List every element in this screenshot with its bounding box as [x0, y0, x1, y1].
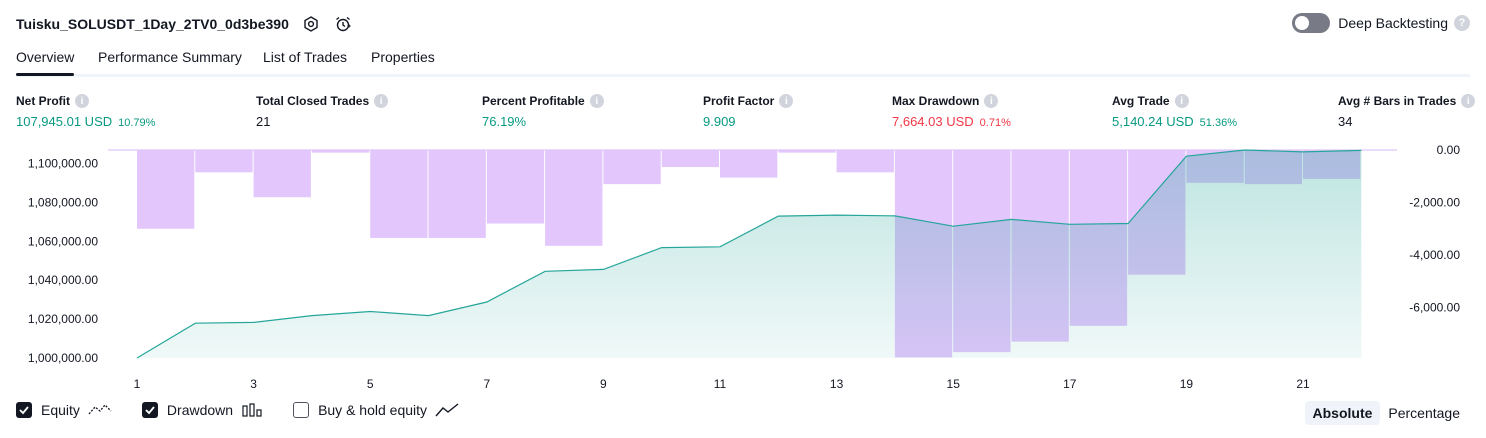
tab-performance-summary[interactable]: Performance Summary: [98, 49, 242, 65]
drawdown-bar: [778, 150, 836, 153]
toggle-knob: [1295, 16, 1310, 30]
drawdown-bar: [370, 150, 428, 238]
metric-max-drawdown: Max Drawdown i 7,664.03 USD 0.71%: [892, 94, 1011, 129]
metric-net-profit: Net Profit i 107,945.01 USD 10.79%: [16, 94, 155, 129]
left-axis-tick-label: 1,080,000.00: [28, 195, 98, 209]
x-axis-tick-label: 5: [367, 377, 374, 391]
report-tabs: Overview Performance Summary List of Tra…: [16, 44, 1470, 77]
info-icon[interactable]: i: [374, 94, 389, 108]
x-axis-tick-label: 17: [1063, 377, 1077, 391]
drawdown-bar: [311, 150, 370, 153]
equity-line-icon: [88, 402, 112, 418]
drawdown-bar: [661, 150, 719, 168]
metric-value: 34: [1338, 114, 1353, 129]
metric-label: Avg Trade: [1112, 94, 1170, 108]
x-axis-tick-label: 1: [134, 377, 141, 391]
x-axis-tick-label: 13: [830, 377, 844, 391]
metric-profit-factor: Profit Factor i 9.909: [703, 94, 794, 129]
metric-total-closed-trades: Total Closed Trades i 21: [256, 94, 389, 129]
checkbox-unchecked-icon[interactable]: [293, 402, 310, 418]
drawdown-bar: [253, 150, 311, 198]
metric-label: Max Drawdown: [892, 94, 980, 108]
metric-subvalue: 10.79%: [118, 117, 156, 129]
metric-value: 7,664.03 USD: [892, 114, 974, 129]
x-axis-tick-label: 7: [483, 377, 490, 391]
drawdown-bars-icon: [241, 402, 263, 418]
drawdown-bar: [545, 150, 603, 246]
metric-label: Profit Factor: [703, 94, 775, 108]
equity-drawdown-chart[interactable]: 1,100,000.00 1,080,000.00 1,060,000.00 1,04…: [0, 140, 1486, 395]
x-axis-tick-label: 9: [600, 377, 607, 391]
right-axis-tick-label: -4,000.00: [1409, 248, 1460, 262]
strategy-title: Tuisku_SOLUSDT_1Day_2TV0_0d3be390: [16, 16, 289, 32]
drawdown-bar: [603, 150, 661, 185]
info-icon[interactable]: i: [1461, 94, 1476, 108]
chart-legend: Equity Drawdown Buy & hold equity: [16, 402, 489, 418]
left-axis-tick-label: 1,040,000.00: [28, 273, 98, 287]
equity-area: [137, 150, 1362, 358]
deep-backtesting-label: Deep Backtesting: [1338, 15, 1448, 31]
metric-label: Avg # Bars in Trades: [1338, 94, 1457, 108]
legend-drawdown[interactable]: Drawdown: [141, 402, 263, 418]
metric-value: 21: [256, 114, 271, 129]
drawdown-bar: [428, 150, 486, 238]
tab-list-of-trades[interactable]: List of Trades: [263, 49, 348, 65]
legend-label: Equity: [41, 402, 80, 418]
info-icon[interactable]: i: [779, 94, 794, 108]
metric-value: 5,140.24 USD: [1112, 114, 1194, 129]
x-axis-tick-label: 11: [714, 377, 727, 391]
x-axis-tick-label: 15: [947, 377, 961, 391]
metric-label: Percent Profitable: [482, 94, 585, 108]
mode-absolute-button[interactable]: Absolute: [1304, 401, 1381, 425]
info-icon[interactable]: i: [984, 94, 999, 108]
tab-overview[interactable]: Overview: [16, 49, 75, 76]
drawdown-bar: [836, 150, 894, 173]
left-axis-tick-label: 1,000,000.00: [28, 351, 98, 365]
legend-buy-hold-equity[interactable]: Buy & hold equity: [293, 402, 459, 418]
alarm-clock-icon[interactable]: [333, 14, 353, 34]
drawdown-bar: [486, 150, 545, 224]
info-icon[interactable]: i: [589, 94, 604, 108]
metric-label: Net Profit: [16, 94, 70, 108]
drawdown-bar: [195, 150, 253, 173]
right-axis-tick-label: 0.00: [1437, 143, 1461, 157]
question-icon[interactable]: ?: [1454, 15, 1470, 31]
mode-percentage-button[interactable]: Percentage: [1388, 405, 1460, 421]
x-axis-tick-label: 19: [1180, 377, 1194, 391]
drawdown-bar: [720, 150, 778, 178]
left-axis-tick-label: 1,020,000.00: [28, 312, 98, 326]
checkbox-checked-icon[interactable]: [16, 402, 32, 418]
checkbox-checked-icon[interactable]: [141, 402, 158, 418]
metric-avg-bars-in-trades: Avg # Bars in Trades i 34: [1338, 94, 1476, 129]
report-header: Tuisku_SOLUSDT_1Day_2TV0_0d3be390: [16, 10, 353, 38]
x-axis-tick-label: 21: [1296, 377, 1310, 391]
metric-label: Total Closed Trades: [256, 94, 370, 108]
x-axis-tick-label: 3: [250, 377, 257, 391]
drawdown-bar: [137, 150, 195, 229]
metric-value: 9.909: [703, 114, 736, 129]
equity-line: [136, 149, 1362, 359]
left-axis-tick-label: 1,100,000.00: [28, 157, 98, 171]
metric-value: 76.19%: [482, 114, 527, 129]
metric-percent-profitable: Percent Profitable i 76.19%: [482, 94, 604, 129]
deep-backtesting: Deep Backtesting ?: [1292, 13, 1470, 33]
metric-avg-trade: Avg Trade i 5,140.24 USD 51.36%: [1112, 94, 1237, 129]
right-axis-tick-label: -2,000.00: [1409, 196, 1460, 210]
legend-label: Buy & hold equity: [318, 402, 428, 418]
legend-label: Drawdown: [166, 402, 234, 418]
right-axis-tick-label: -6,000.00: [1409, 301, 1460, 315]
legend-equity[interactable]: Equity: [16, 402, 112, 418]
info-icon[interactable]: i: [1174, 94, 1189, 108]
settings-icon[interactable]: [301, 14, 321, 34]
left-axis-tick-label: 1,060,000.00: [28, 234, 98, 248]
tab-properties[interactable]: Properties: [371, 49, 435, 65]
metric-value: 107,945.01 USD: [16, 114, 113, 129]
metric-subvalue: 51.36%: [1199, 117, 1237, 129]
value-mode-switch: Absolute Percentage: [1304, 401, 1469, 425]
metric-subvalue: 0.71%: [979, 117, 1011, 129]
buy-hold-line-icon: [435, 402, 459, 418]
deep-backtesting-toggle[interactable]: [1292, 13, 1331, 33]
info-icon[interactable]: i: [75, 94, 89, 108]
